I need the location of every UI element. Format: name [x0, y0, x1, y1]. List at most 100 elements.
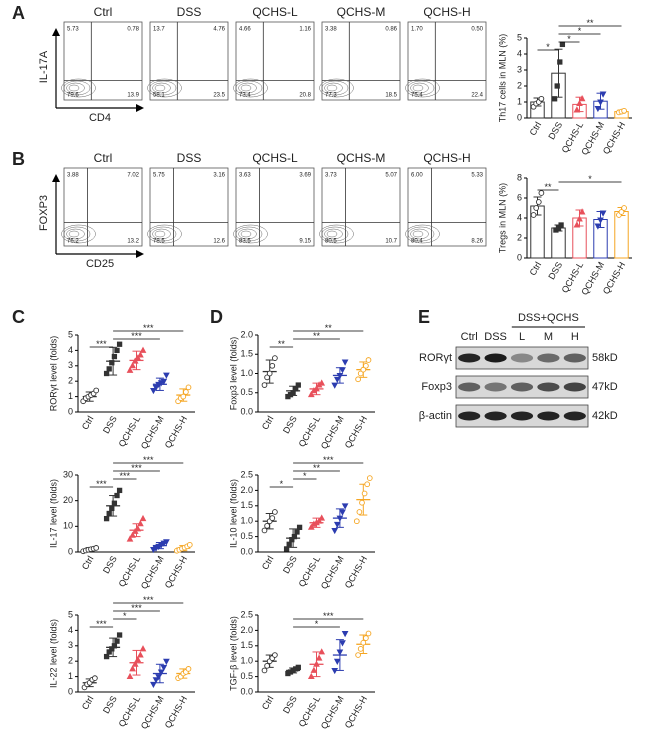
- point: [126, 366, 134, 373]
- arrow-head: [136, 250, 144, 258]
- x-tick-label: QCHS-L: [297, 414, 323, 448]
- contour: [326, 84, 338, 92]
- x-tick-label: Ctrl: [528, 120, 544, 137]
- y-tick-label: 1.0: [240, 516, 253, 526]
- point: [333, 376, 341, 384]
- y-tick-label: 5: [68, 609, 73, 619]
- point: [364, 481, 371, 488]
- point: [294, 529, 300, 535]
- y-tick-label: 0.0: [240, 546, 253, 556]
- blot-band: [458, 382, 481, 392]
- point: [186, 541, 193, 548]
- flow-title: QCHS-L: [252, 151, 298, 165]
- point: [283, 546, 290, 552]
- point: [137, 351, 144, 358]
- point: [129, 531, 136, 538]
- quadrant-value: 79.6: [67, 93, 79, 99]
- flow-title: QCHS-M: [337, 151, 386, 165]
- point: [106, 366, 112, 372]
- y-tick-label: 2: [517, 232, 522, 242]
- x-tick-label: QCHS-L: [297, 694, 323, 728]
- quadrant-value: 7.02: [127, 173, 139, 179]
- blot-row-label: RORγt: [419, 352, 452, 364]
- flow-x-label: CD4: [89, 112, 111, 124]
- contour: [324, 228, 343, 240]
- x-tick-label: QCHS-H: [343, 554, 369, 590]
- y-axis-label: IL-17 level (folds): [48, 479, 58, 548]
- y-axis-label: Th17 cells in MLN (%): [497, 34, 507, 123]
- flow-plot: [235, 21, 315, 101]
- significance-label: ***: [143, 455, 154, 465]
- quadrant-value: 22.4: [471, 93, 483, 99]
- point: [307, 672, 315, 680]
- quadrant-value: 77.3: [325, 93, 337, 99]
- point: [357, 646, 364, 652]
- point: [114, 492, 120, 499]
- contour: [68, 230, 80, 238]
- point: [559, 41, 566, 48]
- x-tick-label: QCHS-L: [297, 554, 323, 588]
- y-tick-label: 3: [68, 640, 73, 650]
- y-tick-label: 2.0: [240, 625, 253, 635]
- blot-row-label: β-actin: [419, 410, 452, 422]
- point: [333, 521, 341, 529]
- blot-band: [510, 353, 534, 363]
- significance-label: *: [315, 619, 319, 629]
- blot-band: [537, 353, 560, 363]
- significance-label: **: [278, 339, 286, 349]
- contour: [233, 78, 268, 98]
- point: [152, 384, 160, 392]
- y-tick-label: 0: [68, 686, 73, 696]
- flow-plot: [321, 21, 401, 101]
- contour: [412, 84, 424, 92]
- flow-title: QCHS-L: [252, 5, 298, 19]
- significance-label: ***: [323, 455, 334, 465]
- point: [261, 667, 268, 674]
- point: [126, 535, 134, 542]
- significance-label: *: [546, 42, 550, 52]
- y-tick-label: 0: [68, 546, 73, 556]
- y-tick-label: 4: [517, 212, 522, 222]
- significance-label: **: [586, 18, 594, 28]
- contour: [149, 80, 177, 96]
- quadrant-value: 1.16: [299, 27, 311, 33]
- point: [318, 379, 326, 386]
- y-tick-label: 2: [68, 656, 73, 666]
- x-tick-label: Ctrl: [260, 554, 276, 571]
- x-tick-label: DSS: [546, 260, 564, 281]
- point: [92, 675, 98, 681]
- significance-label: *: [303, 471, 307, 481]
- y-tick-label: 4: [68, 345, 73, 355]
- point: [109, 360, 115, 366]
- y-tick-label: 1: [68, 391, 73, 401]
- point: [139, 645, 147, 652]
- point: [359, 499, 365, 506]
- blot-band: [484, 382, 507, 392]
- contour: [412, 230, 424, 238]
- point: [131, 660, 139, 667]
- quadrant-value: 3.88: [67, 173, 79, 179]
- arrow-head: [52, 174, 60, 182]
- point: [126, 672, 134, 680]
- x-tick-label: QCHS-H: [163, 694, 189, 730]
- y-tick-label: 5: [68, 329, 73, 339]
- x-tick-label: QCHS-L: [117, 694, 143, 728]
- point: [597, 217, 604, 224]
- y-tick-label: 20: [63, 495, 73, 505]
- contour: [405, 78, 440, 98]
- quadrant-value: 5.75: [153, 173, 165, 179]
- flow-title: Ctrl: [94, 5, 113, 19]
- point: [573, 221, 581, 228]
- point: [307, 523, 315, 530]
- point: [93, 545, 100, 551]
- point: [134, 354, 142, 361]
- point: [594, 223, 602, 230]
- x-tick-label: DSS: [281, 554, 299, 575]
- significance-label: *: [123, 611, 127, 621]
- quadrant-value: 13.2: [127, 239, 139, 245]
- point: [621, 205, 627, 211]
- significance-label: ***: [96, 619, 107, 629]
- point: [163, 658, 170, 665]
- x-tick-label: QCHS-L: [117, 414, 143, 448]
- point: [331, 382, 339, 389]
